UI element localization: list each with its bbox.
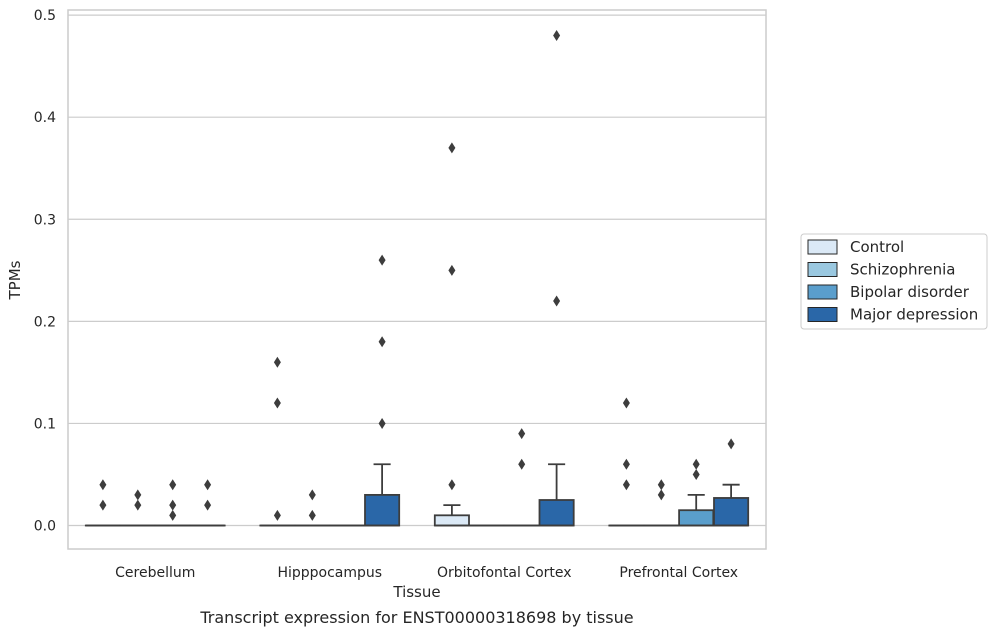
box-schizophrenia — [294, 489, 331, 527]
outlier-point — [204, 499, 212, 511]
y-tick-label: 0.1 — [34, 416, 56, 432]
legend-label: Schizophrenia — [850, 261, 955, 279]
outlier-point — [692, 468, 700, 480]
outlier-point — [134, 489, 142, 501]
outlier-point — [378, 254, 386, 266]
outlier-point — [657, 489, 665, 501]
outlier-point — [169, 479, 177, 491]
x-axis-label: Tissue — [392, 583, 440, 601]
box-major-depression — [364, 254, 401, 527]
legend: Control Schizophrenia Bipolar disorder Majo… — [800, 233, 988, 330]
x-tick-label: Prefrontal Cortex — [619, 565, 738, 581]
box-control — [259, 356, 296, 527]
box-control — [433, 142, 470, 527]
outlier-point — [273, 509, 281, 521]
y-tick-label: 0.3 — [34, 212, 56, 228]
legend-label: Bipolar disorder — [850, 283, 970, 301]
legend-frame — [800, 233, 988, 330]
outlier-point — [692, 458, 700, 470]
outlier-point — [273, 397, 281, 409]
outlier-point — [99, 479, 107, 491]
x-axis-ticks: Cerebellum Hipppocampus Orbitofontal Corte… — [115, 565, 738, 581]
outlier-point — [308, 489, 316, 501]
y-tick-label: 0.2 — [34, 314, 56, 330]
legend-label: Major depression — [850, 306, 978, 324]
box-bipolar-disorder — [503, 428, 540, 527]
box-schizophrenia — [119, 489, 156, 527]
y-tick-label: 0.4 — [34, 110, 56, 126]
x-tick-label: Hipppocampus — [277, 565, 382, 581]
box-body — [433, 514, 470, 527]
box-body — [538, 499, 575, 527]
outlier-point — [273, 356, 281, 368]
box-major-depression — [538, 30, 575, 527]
outlier-point — [553, 30, 561, 42]
box-body — [713, 497, 750, 527]
box-bipolar-disorder — [678, 458, 715, 527]
y-tick-label: 0.5 — [34, 8, 56, 24]
legend-label: Control — [850, 238, 904, 256]
outlier-point — [657, 479, 665, 491]
x-tick-label: Cerebellum — [115, 565, 195, 581]
plot-frame — [67, 9, 767, 550]
box-control — [84, 479, 121, 527]
outlier-point — [134, 499, 142, 511]
y-axis-ticks: 0.0 0.1 0.2 0.3 0.4 0.5 — [34, 8, 56, 534]
legend-swatch — [807, 262, 838, 277]
legend-swatch — [807, 284, 838, 300]
outlier-point — [727, 438, 735, 450]
outlier-point — [518, 458, 526, 470]
x-tick-label: Orbitofontal Cortex — [437, 565, 572, 581]
outlier-point — [622, 397, 630, 409]
box-control — [608, 397, 645, 527]
box-plot-groups — [84, 30, 750, 527]
box-major-depression — [189, 479, 226, 527]
outlier-point — [448, 142, 456, 154]
box-schizophrenia — [643, 479, 680, 527]
outlier-point — [448, 264, 456, 276]
box-body — [364, 493, 401, 527]
outlier-point — [169, 509, 177, 521]
outlier-point — [622, 479, 630, 491]
y-tick-label: 0.0 — [34, 519, 56, 535]
box-body — [678, 509, 715, 527]
outlier-point — [378, 417, 386, 429]
outlier-point — [169, 499, 177, 511]
chart-caption: Transcript expression for ENST0000031869… — [199, 608, 633, 627]
legend-swatch — [807, 239, 838, 255]
outlier-point — [622, 458, 630, 470]
grid-lines — [68, 14, 766, 527]
y-axis-label: TPMs — [6, 260, 24, 300]
outlier-point — [99, 499, 107, 511]
box-major-depression — [713, 438, 750, 527]
outlier-point — [308, 509, 316, 521]
outlier-point — [553, 295, 561, 307]
legend-swatch — [807, 307, 838, 322]
box-bipolar-disorder — [154, 479, 191, 527]
outlier-point — [448, 479, 456, 491]
outlier-point — [378, 336, 386, 348]
outlier-point — [204, 479, 212, 491]
outlier-point — [518, 428, 526, 440]
